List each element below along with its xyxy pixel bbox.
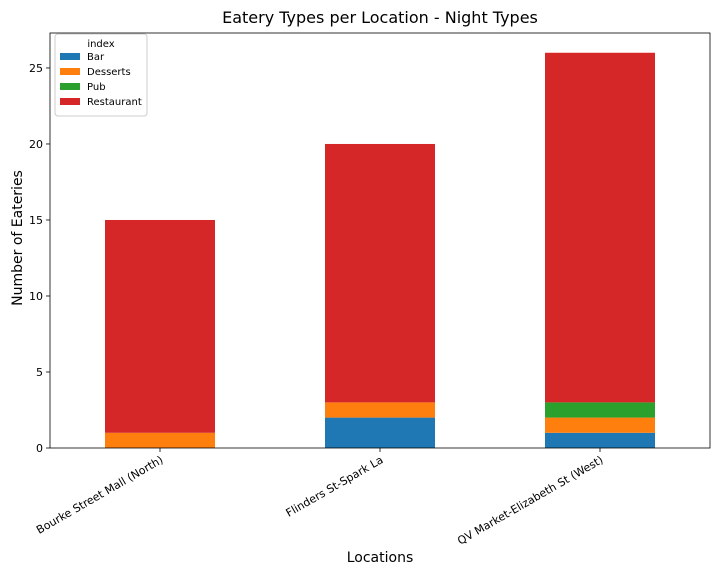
axes-frame xyxy=(49,32,711,449)
x-axis-label: Locations xyxy=(347,550,414,566)
legend-swatch-pub xyxy=(60,83,80,90)
y-tick-label: 15 xyxy=(29,214,43,227)
y-tick-label: 10 xyxy=(29,290,43,303)
bar-segment-pub-3 xyxy=(545,402,655,418)
y-tick-label: 25 xyxy=(29,62,43,75)
legend-label-pub: Pub xyxy=(87,82,106,93)
legend-swatch-bar xyxy=(60,53,80,60)
chart-title: Eatery Types per Location - Night Types xyxy=(222,8,538,27)
bar-segment-restaurant-1 xyxy=(105,219,215,433)
y-tick-label: 20 xyxy=(29,138,43,151)
legend-label-desserts: Desserts xyxy=(87,67,131,78)
x-tick-label: QV Market-Elizabeth St (West) xyxy=(455,453,605,547)
bar-segment-bar-2 xyxy=(325,417,435,448)
y-tick-label: 0 xyxy=(36,442,43,455)
bar-segment-desserts-2 xyxy=(325,402,435,418)
legend-label-bar: Bar xyxy=(87,52,105,63)
legend-swatch-desserts xyxy=(60,68,80,75)
y-axis-label: Number of Eateries xyxy=(10,170,26,306)
x-tick-label: Flinders St-Spark La xyxy=(284,453,386,519)
legend: index Bar Desserts Pub Restaurant xyxy=(54,33,148,117)
bar-segment-restaurant-2 xyxy=(325,143,435,403)
legend-title: index xyxy=(87,39,114,50)
legend-swatch-restaurant xyxy=(60,98,80,105)
legend-label-restaurant: Restaurant xyxy=(87,97,142,108)
bar-segment-desserts-1 xyxy=(105,432,215,448)
bar-segment-restaurant-3 xyxy=(545,52,655,403)
x-tick-label: Bourke Street Mall (North) xyxy=(34,453,165,536)
bar-segment-desserts-3 xyxy=(545,417,655,433)
y-tick-label: 5 xyxy=(36,366,43,379)
bar-segment-bar-3 xyxy=(545,432,655,448)
